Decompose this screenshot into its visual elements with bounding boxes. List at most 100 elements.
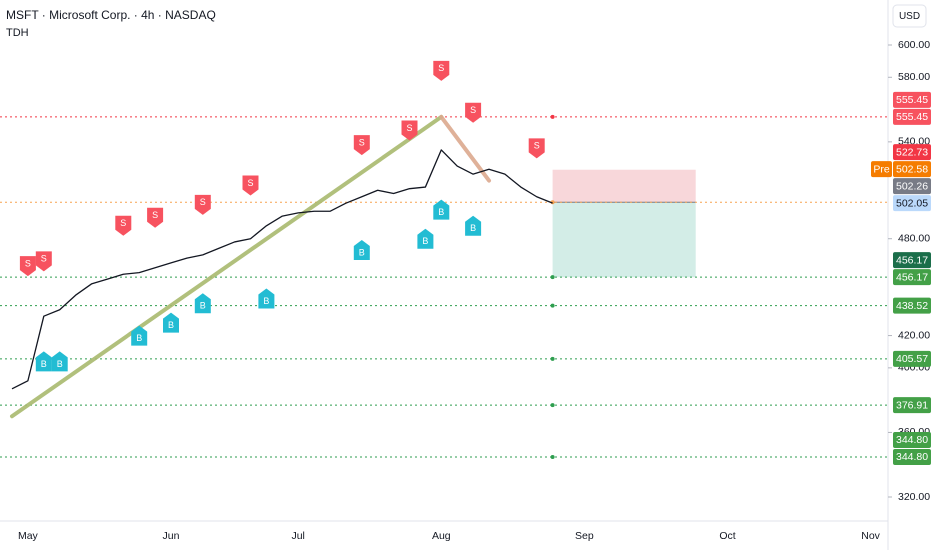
- price-label-box: [893, 431, 931, 448]
- price-label: 344.80: [896, 451, 928, 463]
- price-label-box: [893, 91, 931, 108]
- price-label-box: [893, 178, 931, 195]
- signal-label: B: [470, 223, 476, 233]
- signal-label: B: [200, 301, 206, 311]
- price-label: 456.17: [896, 254, 928, 266]
- signal-flag: [35, 251, 52, 272]
- signal-label: B: [57, 359, 63, 369]
- x-tick-label: Oct: [719, 530, 735, 542]
- signal-label: B: [359, 247, 365, 257]
- target-zone: [552, 202, 696, 278]
- x-tick-label: Jul: [291, 530, 304, 542]
- price-label: 405.57: [896, 353, 928, 365]
- x-tick-label: Jun: [163, 530, 180, 542]
- price-label: 502.58: [896, 163, 928, 175]
- signal-label: B: [136, 333, 142, 343]
- price-label-prefix-box: [871, 161, 892, 178]
- price-label: 555.45: [896, 94, 928, 106]
- signal-label: B: [263, 296, 269, 306]
- price-label-box: [893, 195, 931, 212]
- price-label-box: [893, 144, 931, 161]
- trendline: [10, 114, 444, 419]
- level-dot: [550, 356, 555, 361]
- background-layer: 600.00580.00540.00480.00420.00400.00360.…: [0, 39, 930, 542]
- price-label: 344.80: [896, 434, 928, 446]
- y-tick-label: 480.00: [898, 232, 930, 244]
- indicator-name: TDH: [6, 27, 29, 39]
- price-label-box: [893, 269, 931, 286]
- signal-label: S: [41, 254, 47, 264]
- signal-label: S: [25, 259, 31, 269]
- signal-flag: [417, 228, 434, 249]
- price-label-box: [893, 350, 931, 367]
- price-label: 376.91: [896, 399, 928, 411]
- price-label-box: [893, 397, 931, 414]
- signal-label: S: [120, 218, 126, 228]
- signal-flag: [528, 138, 545, 159]
- label-layer: 555.45 555.45 522.73 502.58 Pre 502.26 502.05 4…: [871, 91, 931, 465]
- signal-flag: [35, 351, 52, 372]
- stop-zone: [552, 169, 696, 203]
- signal-label: B: [438, 207, 444, 217]
- price-label-box: [893, 297, 931, 314]
- y-tick-label: 320.00: [898, 491, 930, 503]
- signal-flag: [465, 215, 482, 236]
- signal-label: S: [200, 197, 206, 207]
- price-label-box: [893, 252, 931, 269]
- price-label-prefix: Pre: [873, 163, 890, 175]
- signal-flag: [19, 256, 36, 277]
- price-label-box: [893, 161, 931, 178]
- signal-flag: [194, 293, 211, 314]
- level-dot: [550, 275, 555, 280]
- level-dot: [550, 303, 555, 308]
- signal-label: B: [41, 359, 47, 369]
- signal-label: S: [247, 178, 253, 188]
- signal-flag: [433, 199, 450, 220]
- price-label-box: [893, 448, 931, 465]
- signal-flag: [353, 240, 370, 261]
- signal-flag: [147, 207, 164, 228]
- signal-flag: [115, 215, 132, 236]
- x-tick-label: Aug: [432, 530, 451, 542]
- signal-flag: [163, 312, 179, 333]
- signal-label: S: [359, 137, 365, 147]
- level-dot: [550, 403, 555, 408]
- price-label: 555.45: [896, 111, 928, 123]
- price-line: [11, 149, 553, 390]
- price-label-box: [893, 108, 931, 125]
- trendline: [439, 114, 491, 183]
- signal-label: S: [406, 123, 412, 133]
- signal-flag: [258, 288, 275, 309]
- currency-button[interactable]: [892, 4, 927, 28]
- signal-flag: [433, 60, 450, 81]
- price-label: 438.52: [896, 300, 928, 312]
- chart-title: MSFT · Microsoft Corp. · 4h · NASDAQ: [6, 8, 216, 22]
- y-tick-label: 420.00: [898, 329, 930, 341]
- x-tick-label: Sep: [575, 530, 594, 542]
- signal-flag: [131, 325, 148, 346]
- price-label: 502.05: [896, 197, 928, 209]
- signal-flag: [465, 102, 482, 123]
- price-label: 522.73: [896, 146, 928, 158]
- x-tick-label: May: [18, 530, 39, 542]
- signal-flag: [51, 351, 68, 372]
- signal-label: S: [534, 141, 540, 151]
- signal-flag: [353, 135, 370, 156]
- level-dot: [550, 454, 555, 459]
- signal-label: S: [152, 210, 158, 220]
- y-tick-label: 580.00: [898, 71, 930, 83]
- y-tick-label: 600.00: [898, 39, 930, 51]
- currency-label[interactable]: USD: [899, 11, 920, 22]
- signal-label: S: [438, 63, 444, 73]
- price-label: 456.17: [896, 271, 928, 283]
- signal-label: B: [168, 320, 174, 330]
- signal-flag: [242, 175, 259, 196]
- signal-flag: [194, 194, 211, 215]
- signal-flag: [401, 120, 418, 141]
- price-label: 502.26: [896, 180, 928, 192]
- signal-label: S: [470, 105, 476, 115]
